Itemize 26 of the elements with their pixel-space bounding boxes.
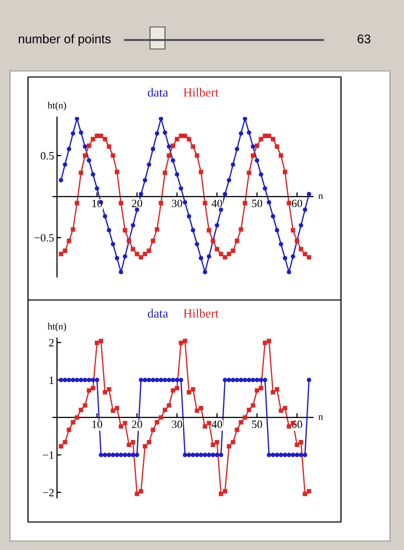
- x-tick-label: 50: [252, 200, 262, 208]
- y-tick-label: −1: [42, 451, 54, 459]
- x-tick-label: 40: [212, 420, 222, 428]
- text: Hilbert: [184, 88, 219, 97]
- y-tick-label: 1: [50, 376, 54, 384]
- y-tick-label: −0.5: [34, 234, 54, 242]
- x-tick-label: 40: [212, 200, 222, 208]
- text: number of points: [18, 34, 111, 46]
- x-axis-title: n: [318, 415, 323, 420]
- x-axis-title: n: [318, 194, 323, 199]
- x-tick-label: 60: [292, 200, 302, 208]
- x-tick-label: 20: [132, 420, 142, 428]
- x-tick-label: 20: [132, 200, 142, 208]
- y-tick-label: −2: [42, 488, 54, 496]
- y-tick-label: 0.5: [40, 152, 54, 160]
- x-tick-label: 10: [92, 420, 102, 428]
- text: data: [148, 308, 168, 318]
- y-axis-title: ht(n): [48, 322, 66, 332]
- y-tick-label: 2: [49, 338, 54, 346]
- y-axis-title: ht(n): [48, 102, 66, 111]
- series-label: Hilbert: [184, 308, 219, 318]
- x-tick-label: 50: [252, 420, 262, 428]
- x-tick-label: 30: [172, 200, 182, 208]
- series-label: data: [148, 88, 168, 97]
- text: 63: [358, 34, 370, 44]
- x-tick-label: 30: [172, 420, 182, 428]
